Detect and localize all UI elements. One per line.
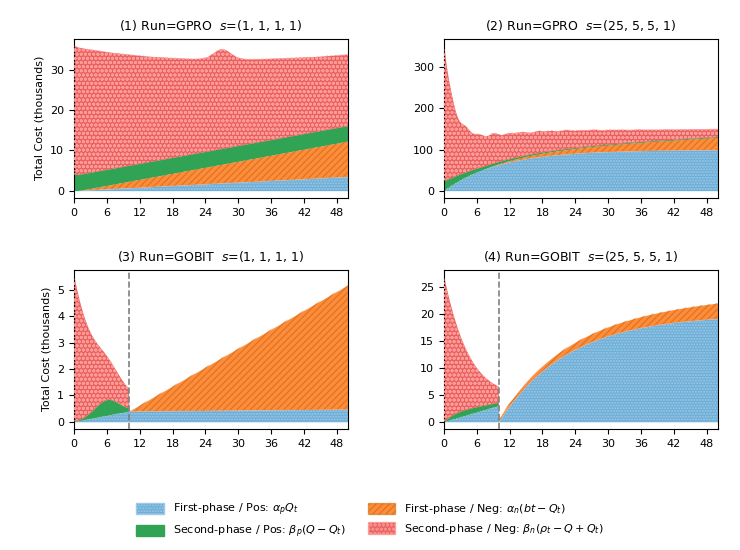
Y-axis label: Total Cost (thousands): Total Cost (thousands) [35, 56, 44, 180]
Y-axis label: Total Cost (thousands): Total Cost (thousands) [41, 287, 52, 411]
Legend: First-phase / Pos: $\alpha_p Q_t$, Second-phase / Pos: $\beta_p(Q - Q_t)$, First: First-phase / Pos: $\alpha_p Q_t$, Secon… [132, 497, 608, 544]
Title: (4) Run=GOBIT  $s$=(25, 5, 5, 1): (4) Run=GOBIT $s$=(25, 5, 5, 1) [483, 249, 679, 265]
Title: (3) Run=GOBIT  $s$=(1, 1, 1, 1): (3) Run=GOBIT $s$=(1, 1, 1, 1) [117, 249, 305, 265]
Title: (1) Run=GPRO  $s$=(1, 1, 1, 1): (1) Run=GPRO $s$=(1, 1, 1, 1) [119, 18, 303, 33]
Title: (2) Run=GPRO  $s$=(25, 5, 5, 1): (2) Run=GPRO $s$=(25, 5, 5, 1) [485, 18, 676, 33]
